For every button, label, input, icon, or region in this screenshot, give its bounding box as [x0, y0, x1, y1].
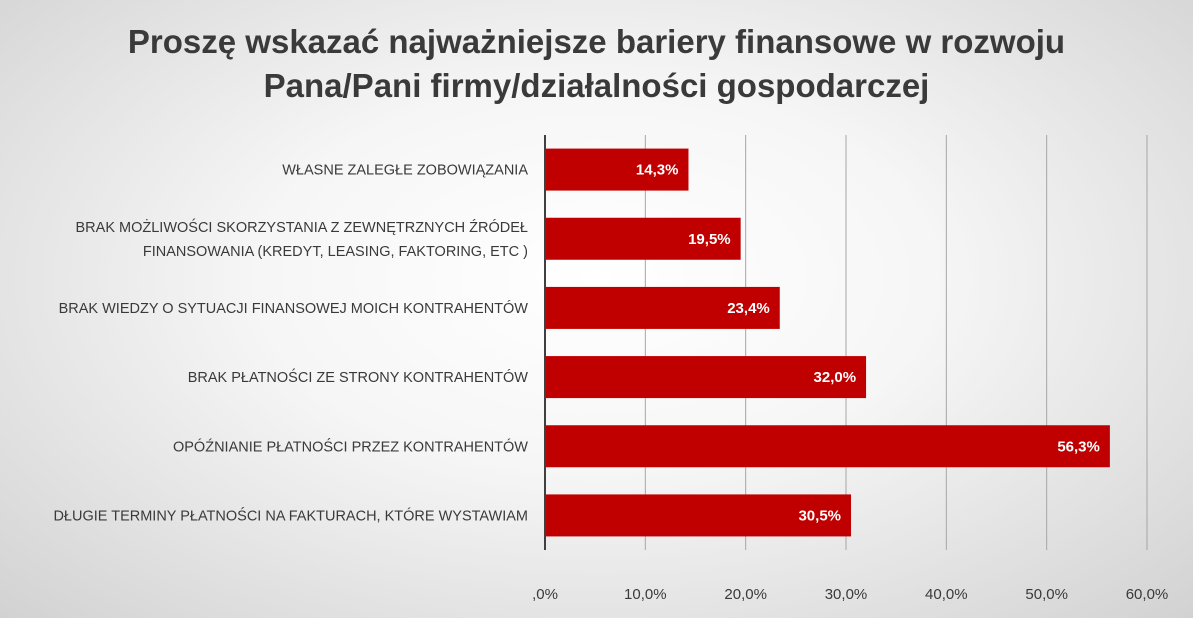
data-label: 19,5% [688, 231, 731, 248]
data-label: 23,4% [727, 300, 770, 317]
x-tick-label: 20,0% [724, 586, 767, 603]
data-label: 32,0% [814, 369, 857, 386]
bar [545, 425, 1110, 468]
category-label: BRAK PŁATNOŚCI ZE STRONY KONTRAHENTÓW [188, 368, 529, 386]
bar [545, 148, 689, 191]
x-tick-label: 10,0% [624, 586, 667, 603]
category-label: FINANSOWANIA (KREDYT, LEASING, FAKTORING… [143, 244, 528, 260]
category-label: DŁUGIE TERMINY PŁATNOŚCI NA FAKTURACH, K… [53, 506, 528, 524]
category-label: OPÓŹNIANIE PŁATNOŚCI PRZEZ KONTRAHENTÓW [173, 437, 528, 455]
x-tick-label: 50,0% [1025, 586, 1068, 603]
x-tick-label: 60,0% [1126, 586, 1169, 603]
bar [545, 356, 867, 399]
chart-title-line-2: Pana/Pani firmy/działalności gospodarcze… [263, 67, 930, 104]
category-label: BRAK WIEDZY O SYTUACJI FINANSOWEJ MOICH … [59, 300, 529, 317]
category-label: BRAK MOŻLIWOŚCI SKORZYSTANIA Z ZEWNĘTRZN… [76, 218, 529, 236]
bar [545, 494, 852, 537]
x-tick-label: 40,0% [925, 586, 968, 603]
x-tick-label: ,0% [532, 586, 558, 603]
data-label: 56,3% [1057, 438, 1100, 455]
chart-title-line-1: Proszę wskazać najważniejsze bariery fin… [127, 23, 1066, 60]
bar [545, 286, 780, 329]
data-label: 14,3% [636, 162, 679, 179]
bar [545, 217, 741, 260]
data-label: 30,5% [798, 507, 841, 524]
x-tick-label: 30,0% [825, 586, 868, 603]
category-label: WŁASNE ZALEGŁE ZOBOWIĄZANIA [282, 163, 528, 179]
chart-title: Proszę wskazać najważniejsze bariery fin… [0, 20, 1193, 108]
